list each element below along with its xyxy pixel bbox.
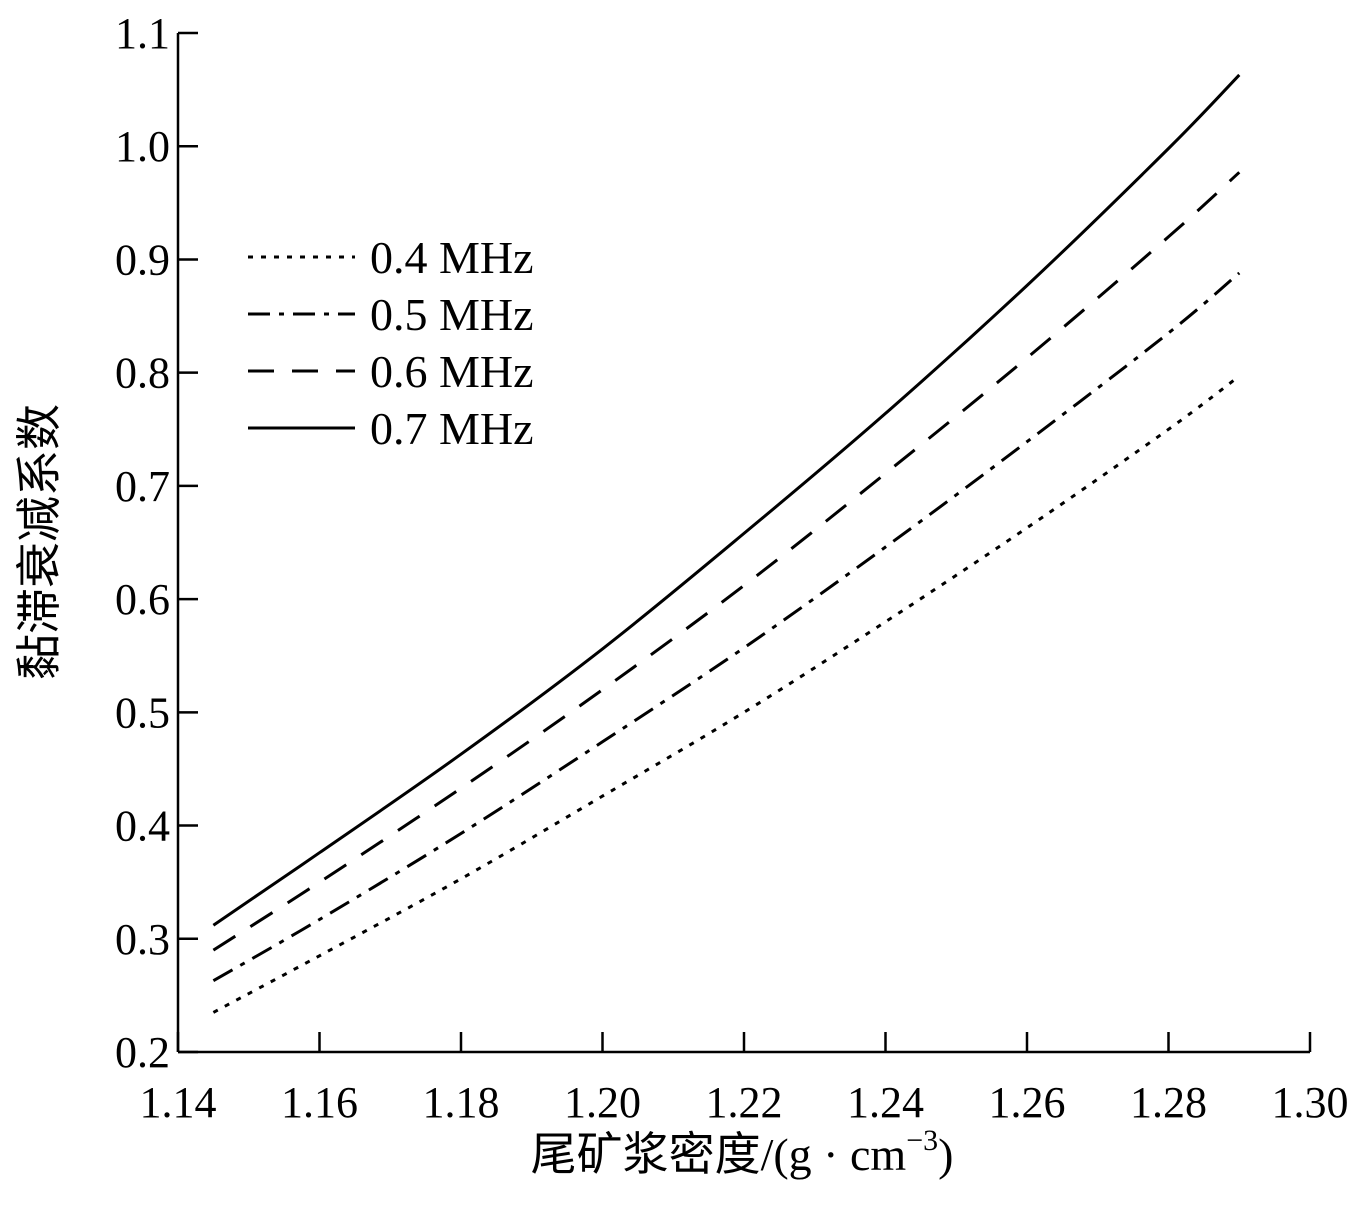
x-axis-title-end: ) — [938, 1129, 953, 1180]
x-tick-label: 1.20 — [564, 1078, 641, 1127]
x-tick-label: 1.22 — [706, 1078, 783, 1127]
x-axis-title-main: 尾矿浆密度/(g · cm — [531, 1129, 907, 1180]
axes-layer: 0.2 0.3 0.4 0.5 0.6 0.7 0.8 0.9 1.0 1.1 1.14 1.16 1.… — [115, 9, 1349, 1127]
legend-layer: 0.4 MHz 0.5 MHz 0.6 MHz 0.7 MHz — [248, 232, 534, 454]
legend-label: 0.5 MHz — [370, 289, 534, 340]
series-layer — [212, 73, 1241, 1014]
legend-label: 0.6 MHz — [370, 346, 534, 397]
y-tick-label: 0.2 — [115, 1028, 170, 1077]
y-tick-label: 0.4 — [115, 802, 170, 851]
series-line-0-5-mhz — [212, 271, 1241, 982]
y-tick-label: 0.6 — [115, 575, 170, 624]
x-tick-label: 1.24 — [847, 1078, 924, 1127]
series-line-0-7-mhz — [212, 73, 1241, 927]
y-tick-label: 0.3 — [115, 915, 170, 964]
x-tick-label: 1.26 — [989, 1078, 1066, 1127]
y-tick-label: 0.7 — [115, 462, 170, 511]
x-tick-label: 1.14 — [140, 1078, 217, 1127]
y-tick-label: 1.1 — [115, 9, 170, 58]
y-tick-label: 1.0 — [115, 122, 170, 171]
x-axis-title: 尾矿浆密度/(g · cm−3) — [531, 1124, 954, 1180]
series-line-0-4-mhz — [212, 374, 1241, 1014]
y-tick-label: 0.9 — [115, 235, 170, 284]
y-axis-title: 黏滞衰减系数 — [14, 404, 65, 680]
x-tick-label: 1.30 — [1272, 1078, 1349, 1127]
legend-label: 0.4 MHz — [370, 232, 534, 283]
x-axis-title-superscript: −3 — [906, 1124, 938, 1157]
x-tick-label: 1.18 — [423, 1078, 500, 1127]
y-tick-label: 0.5 — [115, 688, 170, 737]
x-tick-label: 1.28 — [1130, 1078, 1207, 1127]
x-tick-label: 1.16 — [281, 1078, 358, 1127]
y-tick-label: 0.8 — [115, 349, 170, 398]
series-line-0-6-mhz — [212, 171, 1241, 952]
legend-label: 0.7 MHz — [370, 403, 534, 454]
